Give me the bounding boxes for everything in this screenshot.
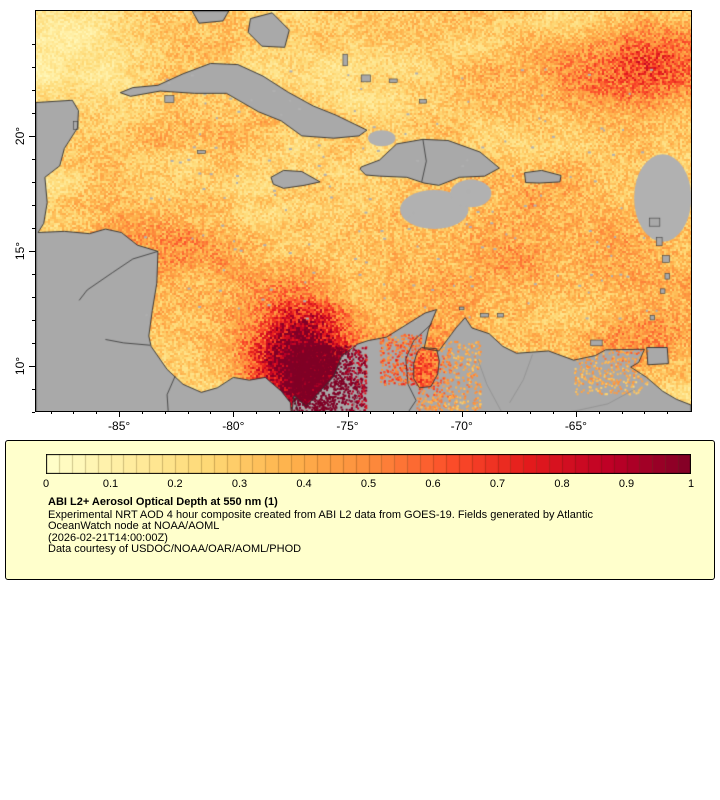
colorbar-tick-label: 0.9 xyxy=(618,478,635,490)
x-axis-tick-label: -80° xyxy=(222,419,245,433)
aod-map-canvas xyxy=(36,11,691,411)
colorbar-tick-label: 0.8 xyxy=(554,478,570,490)
x-axis-tick-label: -70° xyxy=(450,419,473,433)
legend-courtesy: Data courtesy of USDOC/NOAA/OAR/AOML/PHO… xyxy=(48,543,302,555)
colorbar-tick-label: 0.3 xyxy=(231,478,248,490)
colorbar-tick-label: 0.2 xyxy=(167,478,183,490)
colorbar-tick-labels: 0 0.1 0.2 0.3 0.4 0.5 0.6 0.7 0.8 0.9 1 xyxy=(6,441,714,579)
colorbar-tick-label: 0.5 xyxy=(360,478,377,490)
y-axis-tick-label: 15° xyxy=(13,241,27,260)
x-axis-tick-label: -75° xyxy=(336,419,359,433)
y-axis-tick-label: 20° xyxy=(13,126,27,145)
colorbar-tick-label: 0 xyxy=(42,478,50,490)
x-axis-tick-label: -65° xyxy=(564,419,587,433)
colorbar-tick-label: 0.4 xyxy=(296,478,312,490)
x-axis-tick-label: -85° xyxy=(108,419,131,433)
legend-description-line-2: OceanWatch node at NOAA/AOML xyxy=(48,520,220,532)
colorbar-tick-label: 0.1 xyxy=(102,478,119,490)
colorbar-tick-label: 0.6 xyxy=(425,478,441,490)
colorbar xyxy=(46,454,691,474)
y-axis-tick-label: 10° xyxy=(13,356,27,375)
legend-timestamp: (2026-02-21T14:00:00Z) xyxy=(48,531,168,544)
legend-title: ABI L2+ Aerosol Optical Depth at 550 nm … xyxy=(48,496,278,508)
legend-description-line-1: Experimental NRT AOD 4 hour composite cr… xyxy=(48,508,593,521)
colorbar-tick-label: 0.7 xyxy=(489,478,506,490)
colorbar-legend-panel: 0 0.1 0.2 0.3 0.4 0.5 0.6 0.7 0.8 0.9 1 ABI L2+ Ae… xyxy=(5,440,715,580)
map-plot-frame xyxy=(35,10,692,412)
colorbar-tick-label: 1 xyxy=(687,478,695,490)
legend-text-block: ABI L2+ Aerosol Optical Depth at 550 nm … xyxy=(48,496,593,556)
y-axis-minor-tick xyxy=(32,411,35,413)
